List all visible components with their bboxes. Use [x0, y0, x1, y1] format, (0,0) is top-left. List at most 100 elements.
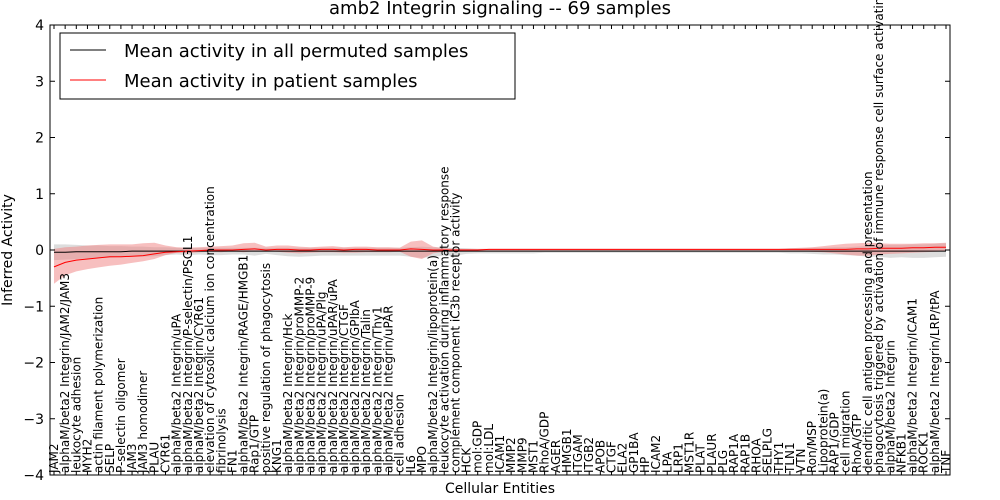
x-tick-label: SELPLG — [761, 428, 775, 473]
x-tick-label: IL6 — [404, 455, 418, 473]
x-tick-label: KNG1 — [270, 439, 284, 473]
x-tick-label: mol:LDL — [482, 424, 496, 473]
x-tick-label: alphaM/beta2 Integrin/proMMP-9 — [303, 277, 317, 473]
x-tick-label: alphaM/beta2 Integrin/ICAM1 — [906, 298, 920, 473]
y-tick-label: −1 — [23, 299, 44, 315]
line-series-0 — [54, 250, 946, 253]
series-lines — [53, 246, 946, 268]
x-axis-label: Cellular Entities — [445, 481, 555, 497]
chart-title: amb2 Integrin signaling -- 69 samples — [329, 0, 671, 19]
x-tick-label: HP — [638, 457, 652, 473]
x-tick-label: SELP — [103, 444, 117, 473]
y-axis-ticks: −4 −3 −2 −1 0 1 2 3 4 — [23, 18, 950, 484]
x-tick-label: CTGF — [605, 441, 619, 473]
x-tick-label: RhoA/GTP — [850, 414, 864, 473]
x-tick-label: RAP1/GDP — [828, 412, 842, 473]
x-tick-label: ELA2 — [616, 443, 630, 473]
x-tick-label: PLAT — [694, 444, 708, 473]
x-tick-label: ITGAM — [571, 434, 585, 473]
x-tick-label: TLN1 — [783, 442, 797, 474]
x-tick-label: THY1 — [772, 442, 786, 474]
x-tick-label: alphaM/beta2 Integrin/proMMP-2 — [292, 277, 306, 473]
plot-frame — [49, 24, 951, 476]
line-series-1 — [53, 246, 946, 268]
x-tick-label: MMP2 — [504, 437, 518, 473]
y-tick-label: −2 — [23, 356, 44, 372]
x-tick-label: alphaM/beta2 Integrin/uPA — [170, 313, 184, 473]
x-tick-label: dendritic cell antigen processing and pr… — [861, 171, 875, 473]
legend-label-permuted: Mean activity in all permuted samples — [124, 41, 468, 62]
x-tick-label: HMGB1 — [560, 428, 574, 473]
x-tick-label: cell adhesion — [393, 394, 407, 473]
x-tick-label: GP1BA — [627, 432, 641, 473]
x-tick-label: Lipoprotein(a) — [816, 389, 830, 473]
x-tick-label: RHOA — [750, 437, 764, 473]
y-tick-label: −3 — [23, 412, 44, 428]
x-tick-label: VTN — [794, 448, 808, 473]
x-tick-label: positive regulation of phagocytosis — [259, 263, 273, 473]
y-tick-label: 0 — [35, 243, 44, 259]
x-tick-label: MST1R — [683, 432, 697, 473]
x-tick-label: LRP1 — [671, 443, 685, 473]
y-tick-label: 3 — [35, 74, 44, 90]
x-tick-label: NFKB1 — [894, 433, 908, 473]
x-tick-label: cell migration — [839, 391, 853, 473]
x-tick-label: alphaM/beta2 Integrin/CTGF — [337, 304, 351, 473]
x-tick-label: alphaM/beta2 Integrin — [883, 340, 897, 473]
x-tick-label: FN1 — [225, 449, 239, 473]
x-tick-label: AGER — [549, 440, 563, 473]
x-tick-label: HCK — [460, 447, 474, 473]
x-tick-label: RAP1A — [727, 433, 741, 473]
x-tick-label: MMP9 — [515, 437, 529, 473]
y-tick-label: −4 — [23, 468, 44, 484]
x-tick-label: leukocyte adhesion — [69, 357, 83, 473]
y-axis-label: Inferred Activity — [0, 194, 16, 306]
x-tick-label: MST1 — [527, 440, 541, 473]
x-tick-label: alphaM/beta2 Integrin/Talin — [359, 309, 373, 473]
x-tick-label: ICAM2 — [649, 435, 663, 473]
x-tick-label: RhoA/GDP — [538, 412, 552, 473]
x-tick-label: alphaM/beta2 Integrin/lipoprotein(a) — [426, 255, 440, 473]
x-tick-label: mol:GDP — [471, 421, 485, 473]
x-tick-label: P-selectin oligomer — [114, 358, 128, 473]
x-tick-label: JAM3 — [125, 443, 139, 474]
x-tick-label: alphaM/beta2 Integrin/uPA/Plg — [315, 292, 329, 473]
x-tick-label: alphaM/beta2 Integrin/GPIbA — [348, 299, 362, 473]
x-tick-label: JAM3 homodimer — [136, 371, 150, 474]
x-tick-label: CYR61 — [159, 434, 173, 473]
y-tick-label: 1 — [35, 187, 44, 203]
x-tick-label: PLAU — [147, 442, 161, 473]
y-tick-label: 2 — [35, 131, 44, 147]
x-tick-label: fibrinolysis — [214, 408, 228, 473]
x-tick-label: LPA — [660, 451, 674, 473]
x-tick-label: PLAUR — [705, 433, 719, 473]
band-series-0 — [54, 243, 946, 261]
x-tick-label: phagocytosis triggered by activation of … — [872, 0, 886, 473]
x-tick-label: MPO — [415, 446, 429, 473]
x-tick-label: Ron/MSP — [805, 421, 819, 473]
legend-label-patient: Mean activity in patient samples — [124, 71, 418, 92]
x-tick-label: alphaM/beta2 Integrin/P-selectin/PSGL1 — [181, 236, 195, 473]
x-tick-label: APOB — [593, 440, 607, 473]
x-tick-label: leukocyte activation during inflammatory… — [437, 166, 451, 473]
x-tick-label: ITGB2 — [582, 437, 596, 473]
x-tick-label: Rap1/GTP — [248, 415, 262, 473]
x-tick-label: ROCK1 — [917, 431, 931, 473]
x-tick-label: alphaM/beta2 Integrin/LRP/tPA — [928, 290, 942, 473]
legend-box — [59, 32, 516, 100]
x-tick-label: ICAM1 — [493, 435, 507, 473]
x-tick-label: RAP1B — [738, 434, 752, 473]
x-tick-label: alphaM/beta2 Integrin/CYR61 — [192, 297, 206, 473]
x-tick-label: alphaM/beta2 Integrin/JAM2/JAM3 — [58, 273, 72, 473]
x-tick-label: MYH2 — [81, 439, 95, 473]
x-tick-label: TNF — [939, 450, 953, 474]
y-tick-label: 4 — [35, 18, 44, 34]
x-tick-label: complement component iC3b receptor activ… — [448, 193, 462, 473]
x-tick-label: alphaM/beta2 Integrin/Thy1 — [370, 306, 384, 473]
legend: Mean activity in all permuted samples Me… — [59, 32, 516, 100]
x-tick-label: alphaM/beta2 Integrin/uPAR — [382, 305, 396, 473]
x-tick-label: elevation of cytosolic calcium ion conce… — [203, 186, 217, 473]
x-tick-label: alphaM/beta2 Integrin/uPAR/uPA — [326, 278, 340, 473]
